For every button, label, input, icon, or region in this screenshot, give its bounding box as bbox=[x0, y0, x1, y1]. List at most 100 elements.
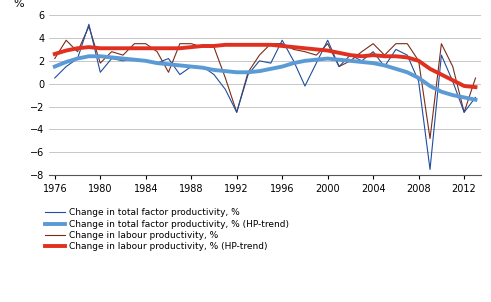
Change in labour productivity, % (HP-trend) bbox=[97, 47, 103, 50]
Change in labour productivity, % (HP-trend) bbox=[291, 45, 297, 49]
Change in labour productivity, % bbox=[234, 111, 240, 114]
Change in total factor productivity, % (HP-trend) bbox=[143, 59, 149, 63]
Change in labour productivity, % bbox=[291, 48, 297, 51]
Change in total factor productivity, % bbox=[279, 38, 285, 42]
Change in total factor productivity, % (HP-trend) bbox=[359, 60, 365, 64]
Change in labour productivity, % bbox=[109, 50, 114, 53]
Change in total factor productivity, % bbox=[222, 88, 228, 91]
Change in total factor productivity, % bbox=[245, 73, 251, 76]
Change in total factor productivity, % bbox=[86, 22, 92, 26]
Change in labour productivity, % bbox=[63, 38, 69, 42]
Change in labour productivity, % (HP-trend) bbox=[256, 43, 262, 47]
Change in total factor productivity, % bbox=[382, 65, 387, 68]
Change in total factor productivity, % (HP-trend) bbox=[393, 67, 399, 71]
Legend: Change in total factor productivity, %, Change in total factor productivity, % (: Change in total factor productivity, %, … bbox=[45, 208, 289, 251]
Change in total factor productivity, % bbox=[291, 59, 297, 63]
Y-axis label: %: % bbox=[14, 0, 24, 9]
Change in total factor productivity, % (HP-trend) bbox=[279, 65, 285, 68]
Change in total factor productivity, % bbox=[256, 59, 262, 63]
Change in total factor productivity, % bbox=[177, 73, 183, 76]
Change in labour productivity, % (HP-trend) bbox=[165, 47, 171, 50]
Change in labour productivity, % (HP-trend) bbox=[382, 54, 387, 58]
Change in labour productivity, % bbox=[404, 42, 410, 46]
Change in total factor productivity, % (HP-trend) bbox=[63, 60, 69, 64]
Change in total factor productivity, % bbox=[438, 53, 444, 57]
Change in total factor productivity, % bbox=[472, 96, 478, 99]
Change in labour productivity, % (HP-trend) bbox=[222, 43, 228, 47]
Change in labour productivity, % (HP-trend) bbox=[404, 56, 410, 59]
Change in labour productivity, % bbox=[165, 70, 171, 74]
Change in total factor productivity, % (HP-trend) bbox=[75, 57, 81, 60]
Change in total factor productivity, % bbox=[97, 70, 103, 74]
Change in labour productivity, % (HP-trend) bbox=[302, 47, 308, 50]
Change in total factor productivity, % (HP-trend) bbox=[370, 61, 376, 65]
Change in total factor productivity, % (HP-trend) bbox=[188, 65, 194, 68]
Change in labour productivity, % bbox=[325, 42, 330, 46]
Change in labour productivity, % bbox=[302, 50, 308, 53]
Change in total factor productivity, % (HP-trend) bbox=[109, 56, 114, 59]
Change in labour productivity, % bbox=[97, 61, 103, 65]
Change in labour productivity, % bbox=[416, 59, 422, 63]
Change in total factor productivity, % (HP-trend) bbox=[120, 57, 126, 60]
Change in total factor productivity, % bbox=[359, 59, 365, 63]
Line: Change in total factor productivity, % (HP-trend): Change in total factor productivity, % (… bbox=[55, 56, 475, 100]
Change in total factor productivity, % (HP-trend) bbox=[348, 59, 354, 63]
Change in total factor productivity, % (HP-trend) bbox=[268, 67, 274, 71]
Change in total factor productivity, % bbox=[268, 61, 274, 65]
Change in labour productivity, % bbox=[222, 76, 228, 80]
Change in total factor productivity, % (HP-trend) bbox=[177, 64, 183, 67]
Change in total factor productivity, % (HP-trend) bbox=[222, 69, 228, 73]
Change in labour productivity, % (HP-trend) bbox=[393, 54, 399, 58]
Change in labour productivity, % bbox=[393, 42, 399, 46]
Change in labour productivity, % bbox=[427, 137, 433, 140]
Change in labour productivity, % (HP-trend) bbox=[313, 48, 319, 51]
Change in total factor productivity, % bbox=[120, 59, 126, 63]
Change in total factor productivity, % (HP-trend) bbox=[154, 61, 160, 65]
Change in labour productivity, % bbox=[279, 42, 285, 46]
Change in labour productivity, % (HP-trend) bbox=[325, 49, 330, 52]
Line: Change in labour productivity, %: Change in labour productivity, % bbox=[55, 27, 475, 139]
Change in labour productivity, % (HP-trend) bbox=[461, 84, 467, 88]
Change in labour productivity, % (HP-trend) bbox=[188, 45, 194, 49]
Change in labour productivity, % (HP-trend) bbox=[279, 44, 285, 48]
Change in labour productivity, % (HP-trend) bbox=[472, 85, 478, 89]
Change in labour productivity, % (HP-trend) bbox=[370, 53, 376, 57]
Change in labour productivity, % (HP-trend) bbox=[336, 51, 342, 55]
Change in total factor productivity, % bbox=[211, 73, 217, 76]
Change in labour productivity, % (HP-trend) bbox=[109, 47, 114, 50]
Change in total factor productivity, % bbox=[75, 57, 81, 60]
Change in total factor productivity, % bbox=[461, 111, 467, 114]
Change in labour productivity, % bbox=[370, 42, 376, 46]
Change in labour productivity, % bbox=[336, 65, 342, 68]
Change in total factor productivity, % (HP-trend) bbox=[165, 63, 171, 66]
Change in labour productivity, % (HP-trend) bbox=[200, 44, 206, 48]
Change in labour productivity, % bbox=[188, 42, 194, 46]
Change in labour productivity, % bbox=[177, 42, 183, 46]
Change in labour productivity, % bbox=[359, 50, 365, 53]
Change in total factor productivity, % (HP-trend) bbox=[97, 54, 103, 58]
Change in labour productivity, % bbox=[450, 65, 456, 68]
Change in labour productivity, % bbox=[382, 53, 387, 57]
Change in total factor productivity, % bbox=[302, 84, 308, 88]
Change in labour productivity, % (HP-trend) bbox=[359, 54, 365, 58]
Change in total factor productivity, % bbox=[188, 65, 194, 68]
Change in total factor productivity, % bbox=[336, 65, 342, 68]
Change in total factor productivity, % bbox=[109, 57, 114, 60]
Change in labour productivity, % (HP-trend) bbox=[438, 73, 444, 76]
Change in labour productivity, % bbox=[268, 42, 274, 46]
Change in total factor productivity, % bbox=[427, 168, 433, 171]
Change in total factor productivity, % (HP-trend) bbox=[336, 58, 342, 62]
Change in labour productivity, % bbox=[120, 53, 126, 57]
Change in labour productivity, % (HP-trend) bbox=[234, 43, 240, 47]
Change in labour productivity, % bbox=[472, 76, 478, 80]
Change in total factor productivity, % (HP-trend) bbox=[245, 70, 251, 74]
Change in total factor productivity, % (HP-trend) bbox=[302, 59, 308, 63]
Change in total factor productivity, % bbox=[63, 65, 69, 68]
Change in total factor productivity, % (HP-trend) bbox=[472, 98, 478, 101]
Change in total factor productivity, % (HP-trend) bbox=[200, 66, 206, 69]
Change in labour productivity, % (HP-trend) bbox=[132, 47, 137, 50]
Change in labour productivity, % bbox=[52, 57, 58, 60]
Change in labour productivity, % (HP-trend) bbox=[427, 67, 433, 71]
Change in labour productivity, % bbox=[86, 25, 92, 28]
Change in total factor productivity, % bbox=[393, 48, 399, 51]
